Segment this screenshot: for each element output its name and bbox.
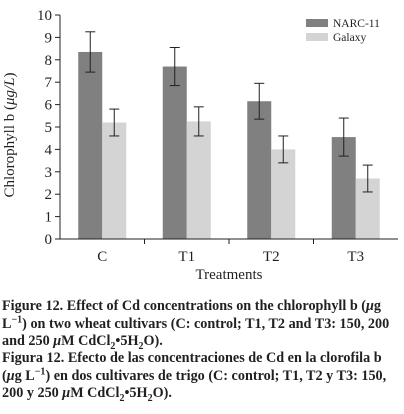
caption-text: g L	[14, 367, 35, 384]
caption-text: O).	[152, 385, 172, 401]
y-tick-label: 0	[45, 232, 53, 248]
bar-chart: C T1 T2 T3 0 1 2 3 4 5 6 7 8 9 10 NARC-11 Galaxy Chloro…	[2, 8, 398, 283]
y-axis-title: Chlorophyll b (μg/L)	[2, 72, 18, 197]
y-tick-label: 7	[45, 75, 53, 91]
bars-group	[78, 51, 380, 240]
legend-label: NARC-11	[333, 18, 380, 30]
bar	[102, 122, 127, 239]
bar	[271, 149, 296, 239]
y-tick-label: 9	[45, 30, 53, 46]
y-tick-label: 3	[45, 165, 53, 181]
caption-label: Figure 12.	[2, 298, 64, 314]
bar	[78, 51, 103, 240]
caption-text: M CdCl	[70, 385, 120, 401]
caption-text: ) en dos cultivares de trigo (C: control…	[2, 367, 387, 402]
figure-caption-english: Figure 12. Effect of Cd concentrations o…	[2, 298, 402, 351]
x-tick-label: C	[97, 249, 107, 265]
bar	[186, 121, 211, 239]
y-axis-title-prefix: Chlorophyll b (	[2, 105, 18, 198]
figure-caption-spanish: Figura 12. Efecto de las concentraciones…	[2, 350, 402, 403]
caption-text: •5H	[115, 333, 139, 349]
caption-text: M CdCl	[61, 333, 111, 349]
exponent: −1	[34, 365, 46, 377]
mu-symbol: μ	[62, 385, 71, 401]
y-tick-label: 4	[45, 142, 53, 158]
y-axis-title-suffix: )	[2, 72, 18, 77]
caption-text: O).	[143, 333, 163, 349]
error-bars-group	[85, 31, 373, 193]
legend-swatch	[306, 19, 328, 27]
x-tick-label: T2	[263, 249, 280, 265]
y-tick-label: 1	[45, 210, 53, 226]
y-tick-label: 2	[45, 187, 53, 203]
caption-text: •5H	[124, 385, 148, 401]
x-tick-label: T1	[178, 249, 195, 265]
y-tick-label: 10	[37, 8, 52, 24]
bar	[162, 66, 187, 240]
legend: NARC-11 Galaxy	[306, 18, 380, 44]
exponent: −1	[11, 313, 23, 325]
mu-symbol: μ	[366, 298, 374, 314]
caption-label: Figura 12.	[2, 350, 65, 366]
x-axis-title: Treatments	[196, 267, 263, 283]
x-tick-label: T3	[347, 249, 364, 265]
caption-text: ) on two wheat cultivars (C: control; T1…	[2, 315, 390, 350]
caption-text: g L	[2, 298, 381, 332]
mu-symbol: μ	[6, 367, 15, 384]
subscript: 2	[110, 340, 116, 352]
caption-text: Efecto de las concentraciones de Cd en l…	[2, 350, 382, 384]
subscript: 2	[138, 340, 144, 352]
axes-group: C T1 T2 T3 0 1 2 3 4 5 6 7 8 9 10	[37, 8, 398, 265]
legend-label: Galaxy	[333, 32, 366, 44]
mu-symbol: μ	[53, 333, 62, 349]
caption-text: Effect of Cd concentrations on the chlor…	[63, 298, 367, 314]
subscript: 2	[147, 392, 153, 404]
y-axis-title-unit: μg/L	[2, 77, 18, 106]
y-tick-label: 8	[45, 53, 53, 69]
y-tick-label: 6	[45, 98, 53, 114]
subscript: 2	[119, 392, 125, 404]
bar	[247, 101, 272, 240]
y-tick-label: 5	[45, 120, 53, 136]
legend-swatch	[306, 33, 328, 41]
